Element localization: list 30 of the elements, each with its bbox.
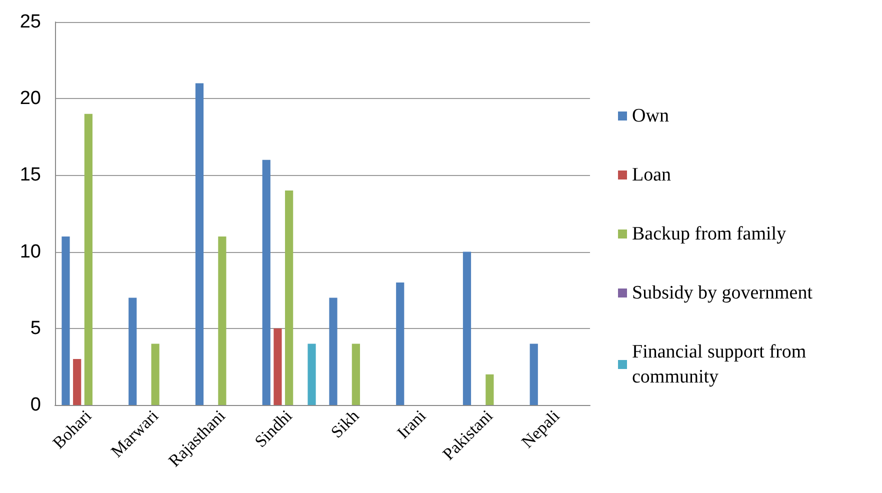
bar xyxy=(73,359,82,405)
bar xyxy=(486,374,494,405)
bar xyxy=(151,344,160,405)
bar xyxy=(218,236,226,405)
legend-label: Subsidy by government xyxy=(632,282,814,304)
y-tick-label: 20 xyxy=(20,88,41,110)
bar xyxy=(308,344,316,405)
bar xyxy=(195,83,204,405)
bar xyxy=(352,344,360,405)
legend-label: Own xyxy=(632,106,670,126)
bar xyxy=(530,344,538,405)
y-tick-label: 0 xyxy=(30,394,41,416)
legend-label: Backup from family xyxy=(632,224,787,244)
x-tick-label: Sikh xyxy=(327,406,364,442)
y-tick-label: 10 xyxy=(20,241,41,262)
bar xyxy=(396,282,404,405)
x-tick-label: Irani xyxy=(393,406,430,442)
bar xyxy=(128,298,137,405)
y-tick-label: 15 xyxy=(20,164,41,186)
legend-label: Financial support from community xyxy=(632,342,811,388)
bar xyxy=(62,236,70,405)
y-tick-label: 5 xyxy=(30,318,41,339)
legend-label: Loan xyxy=(632,164,672,186)
bar xyxy=(84,114,92,405)
bar xyxy=(285,190,294,405)
bar xyxy=(262,160,270,405)
bar xyxy=(274,328,282,405)
bar xyxy=(462,252,472,405)
y-tick-label: 25 xyxy=(20,12,41,32)
bar xyxy=(329,298,338,405)
